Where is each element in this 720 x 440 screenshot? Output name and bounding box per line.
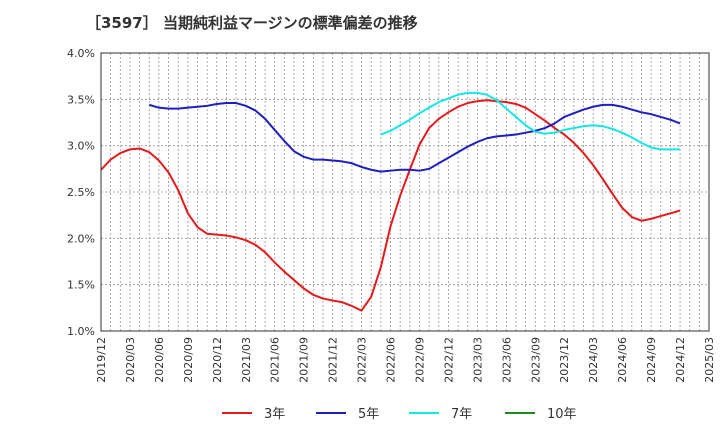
x-tick-label: 2024/03 (587, 337, 600, 383)
x-tick-label: 2022/12 (442, 337, 455, 383)
x-tick-label: 2025/03 (703, 337, 716, 383)
series-line-5年 (148, 102, 681, 173)
legend: 3年 5年 7年 10年 (222, 407, 577, 422)
x-tick-label: 2021/03 (240, 337, 253, 383)
y-tick-label: 1.5% (67, 279, 95, 292)
x-tick-label: 2022/09 (413, 337, 426, 383)
x-tick-label: 2023/09 (529, 337, 542, 383)
x-tick-label: 2023/03 (471, 337, 484, 383)
x-tick-label: 2020/12 (211, 337, 224, 383)
plot-frame (100, 52, 710, 332)
y-tick-label: 3.5% (67, 93, 95, 106)
x-tick-label: 2022/06 (385, 337, 398, 383)
y-axis-ticks: 1.0% 1.5% 2.0% 2.5% 3.0% 3.5% 4.0% (67, 47, 95, 338)
legend-label: 10年 (547, 407, 577, 422)
x-tick-label: 2023/06 (500, 337, 513, 383)
y-tick-label: 3.0% (67, 140, 95, 153)
x-tick-label: 2020/09 (182, 337, 195, 383)
y-tick-label: 2.0% (67, 232, 95, 245)
x-tick-label: 2021/06 (269, 337, 282, 383)
series-lines (100, 91, 681, 312)
x-tick-label: 2024/12 (674, 337, 687, 383)
series-line-7年 (380, 91, 681, 151)
chart-title: ［3597］ 当期純利益マージンの標準偏差の推移 (86, 14, 418, 32)
y-tick-label: 1.0% (67, 325, 95, 338)
x-tick-label: 2024/06 (616, 337, 629, 383)
x-tick-label: 2020/03 (124, 337, 137, 383)
legend-label: 3年 (264, 407, 285, 422)
x-tick-label: 2021/12 (327, 337, 340, 383)
y-tick-label: 2.5% (67, 186, 95, 199)
legend-label: 7年 (451, 407, 472, 422)
x-tick-label: 2021/09 (298, 337, 311, 383)
grid-lines (101, 53, 709, 331)
series-line-3年 (100, 99, 681, 312)
x-axis-ticks: 2019/12 2020/03 2020/06 2020/09 2020/12 2021/… (95, 337, 716, 383)
x-tick-label: 2022/03 (356, 337, 369, 383)
y-tick-label: 4.0% (67, 47, 95, 60)
x-tick-label: 2019/12 (95, 337, 108, 383)
x-tick-label: 2023/12 (558, 337, 571, 383)
legend-label: 5年 (358, 407, 379, 422)
x-tick-label: 2020/06 (153, 337, 166, 383)
x-tick-label: 2024/09 (645, 337, 658, 383)
